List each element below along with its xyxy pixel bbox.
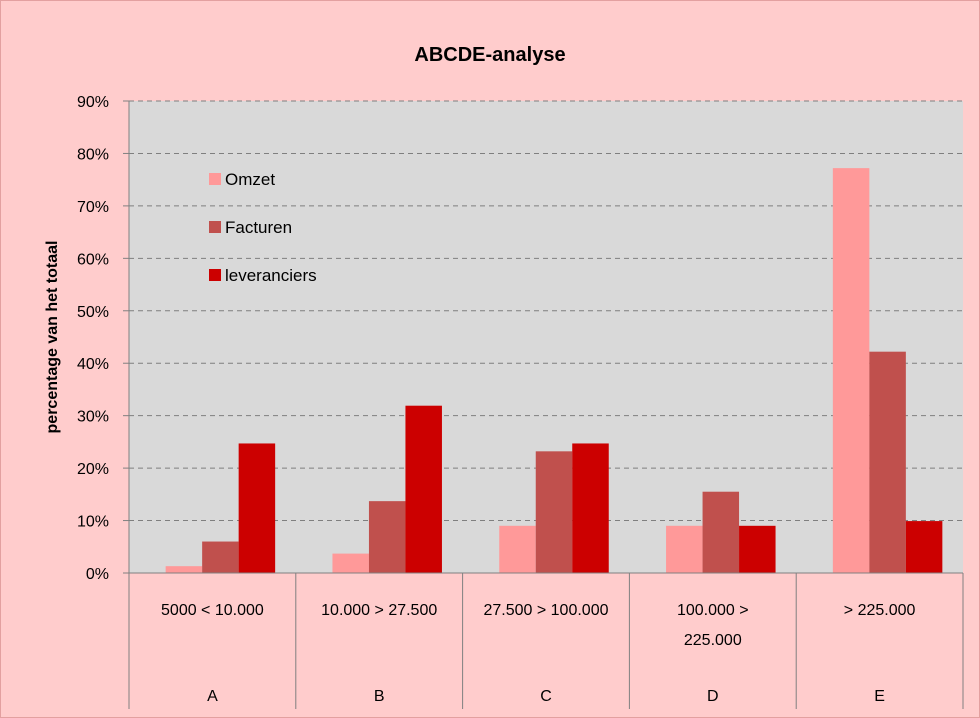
bar-facturen-a[interactable]	[202, 541, 239, 573]
y-tick-label: 50%	[77, 304, 109, 321]
bar-omzet-e[interactable]	[832, 168, 870, 573]
y-tick-label: 30%	[77, 409, 109, 426]
chart-title: ABCDE-analyse	[414, 44, 565, 66]
bar-facturen-d[interactable]	[702, 491, 740, 573]
bar-omzet-a[interactable]	[165, 566, 203, 573]
legend-swatch-leveranciers	[209, 269, 221, 281]
bar-facturen-b[interactable]	[368, 501, 406, 573]
y-tick-label: 40%	[77, 356, 109, 373]
category-label: C	[540, 688, 552, 705]
y-tick-label: 10%	[77, 514, 109, 531]
legend[interactable]: Omzet Facturen leveranciers	[209, 170, 317, 285]
bar-leveranciers-d[interactable]	[739, 525, 776, 573]
legend-swatch-facturen	[209, 221, 221, 233]
category-label: D	[707, 688, 719, 705]
bar-omzet-c[interactable]	[499, 525, 536, 573]
legend-label-omzet[interactable]: Omzet	[225, 170, 275, 189]
legend-swatch-omzet	[209, 173, 221, 185]
bars	[165, 168, 943, 573]
category-range-label: 100.000 >	[677, 602, 749, 619]
category-label: E	[874, 688, 885, 705]
bar-leveranciers-e[interactable]	[905, 521, 943, 573]
y-tick-label: 80%	[77, 146, 109, 163]
bar-leveranciers-c[interactable]	[572, 443, 609, 573]
bar-facturen-e[interactable]	[869, 351, 906, 573]
y-tick-label: 20%	[77, 461, 109, 478]
y-tick-labels: 0% 10% 20% 30% 40% 50% 60% 70% 80% 90%	[77, 94, 109, 583]
category-range-label: > 225.000	[844, 602, 916, 619]
category-range-label: 10.000 > 27.500	[321, 602, 437, 619]
legend-label-leveranciers[interactable]: leveranciers	[225, 266, 317, 285]
gridlines	[123, 100, 963, 574]
legend-label-facturen[interactable]: Facturen	[225, 218, 292, 237]
bar-omzet-b[interactable]	[332, 553, 369, 573]
category-label: A	[207, 688, 218, 705]
axes	[128, 101, 963, 709]
category-range-label: 5000 < 10.000	[161, 602, 264, 619]
y-tick-label: 70%	[77, 199, 109, 216]
bar-omzet-d[interactable]	[666, 525, 703, 573]
y-tick-label: 90%	[77, 94, 109, 111]
category-label: B	[374, 688, 385, 705]
y-axis-label: percentage van het totaal	[44, 241, 61, 434]
y-tick-label: 60%	[77, 251, 109, 268]
bar-leveranciers-a[interactable]	[238, 443, 276, 573]
category-range-label: 225.000	[684, 632, 742, 649]
y-tick-label: 0%	[86, 566, 109, 583]
category-table: 5000 < 10.000 A 10.000 > 27.500 B 27.500 > 1…	[161, 573, 964, 709]
category-range-label: 27.500 > 100.000	[483, 602, 608, 619]
bar-leveranciers-b[interactable]	[405, 405, 442, 573]
bar-facturen-c[interactable]	[535, 451, 573, 573]
